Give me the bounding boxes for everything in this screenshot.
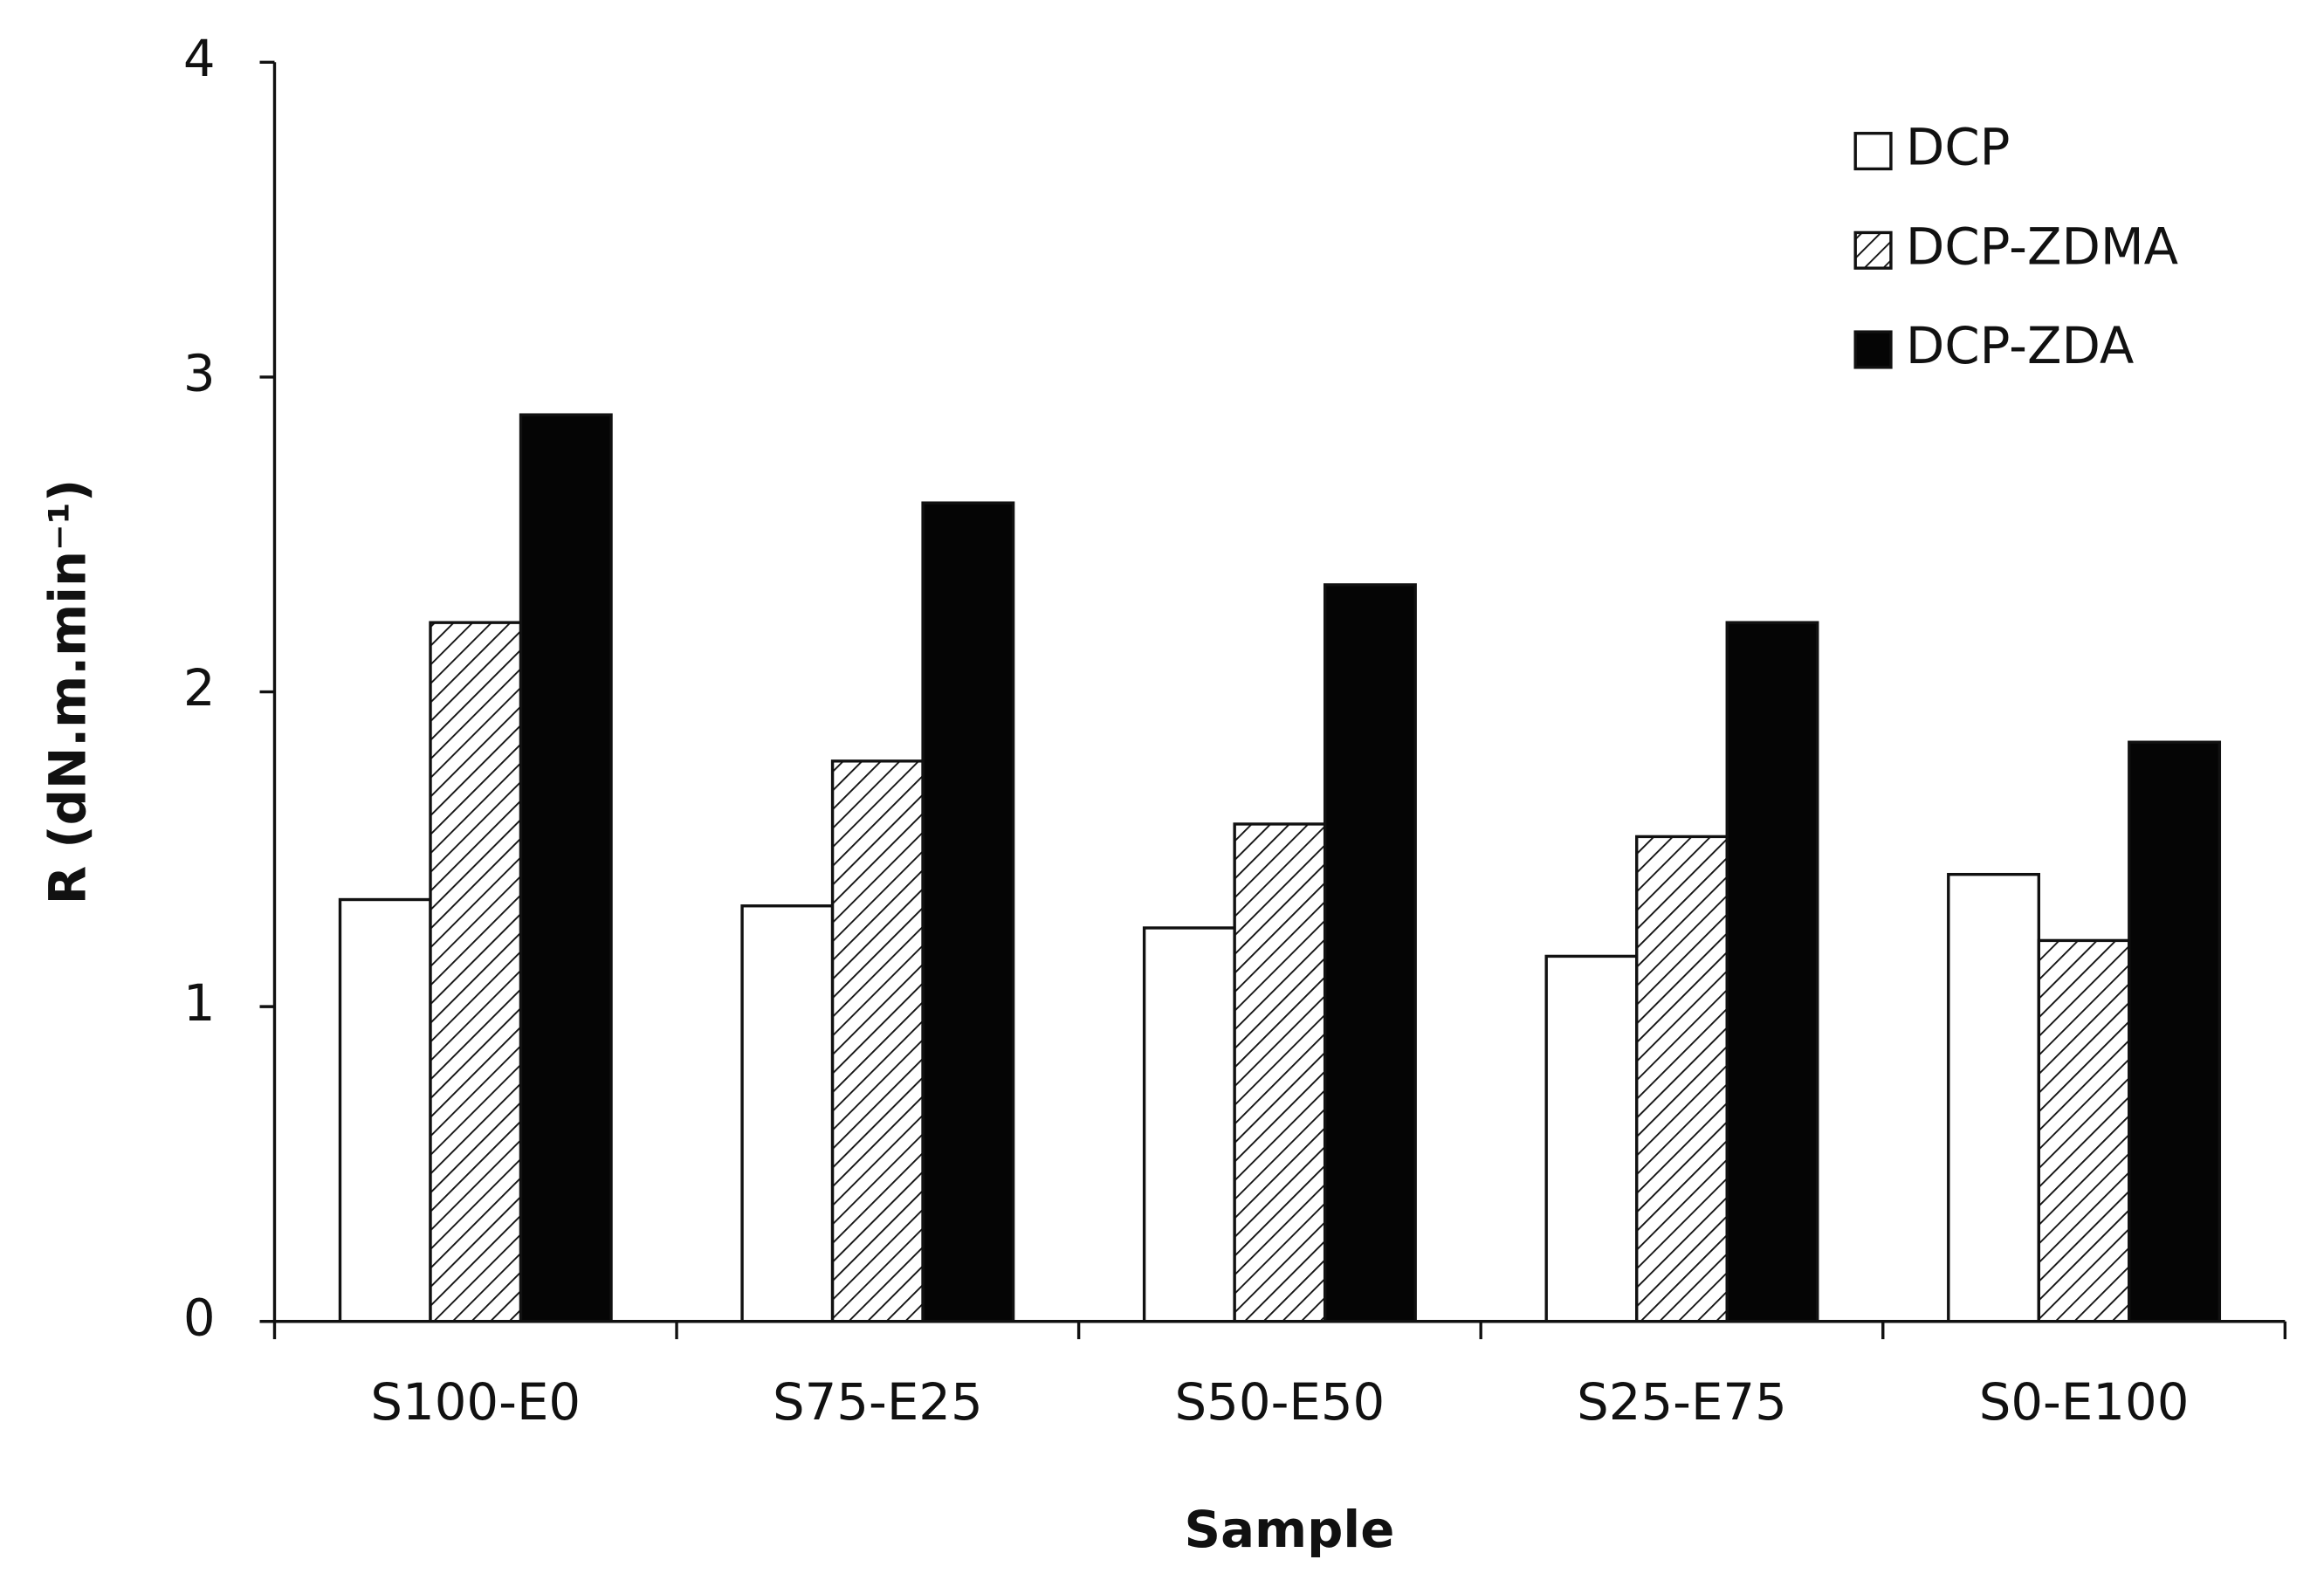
- y-axis-label: R (dN.m.min⁻¹): [38, 479, 98, 904]
- bar: [1947, 872, 2040, 1323]
- bar: [1233, 822, 1327, 1323]
- bar: [2128, 740, 2222, 1323]
- bar: [1635, 835, 1729, 1323]
- bar: [921, 501, 1015, 1323]
- bar: [519, 413, 613, 1323]
- bar: [338, 897, 432, 1323]
- legend-label: DCP-ZDMA: [1906, 216, 2178, 276]
- bar: [1725, 621, 1819, 1323]
- bar: [2037, 938, 2131, 1323]
- x-tick-label: S50-E50: [1175, 1372, 1385, 1432]
- y-tick-label: 1: [183, 973, 216, 1033]
- bar: [1544, 954, 1639, 1323]
- y-tick-label: 3: [183, 344, 216, 403]
- y-tick-label: 2: [183, 658, 216, 718]
- legend-swatch: [1853, 230, 1893, 270]
- legend-label: DCP: [1906, 118, 2011, 177]
- y-tick-label: 4: [183, 29, 216, 88]
- x-tick-label: S0-E100: [1979, 1372, 2190, 1432]
- x-tick-label: S100-E0: [370, 1372, 581, 1432]
- bar: [740, 904, 835, 1323]
- legend-label: DCP-ZDA: [1906, 316, 2134, 375]
- legend-swatch: [1853, 132, 1893, 171]
- bar: [1142, 926, 1236, 1323]
- bar: [830, 759, 925, 1323]
- bar: [429, 621, 523, 1323]
- bar: [1323, 583, 1417, 1323]
- legend-swatch: [1853, 330, 1893, 369]
- x-tick-label: S25-E75: [1577, 1372, 1787, 1432]
- y-tick-label: 0: [183, 1288, 216, 1347]
- x-tick-label: S75-E25: [773, 1372, 983, 1432]
- x-axis-label: Sample: [1185, 1500, 1395, 1559]
